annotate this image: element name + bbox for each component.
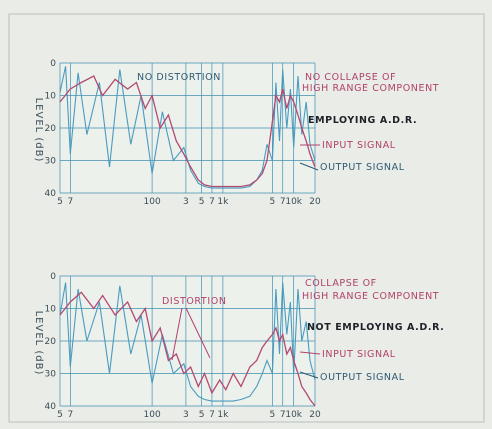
input-signal-line — [59, 75, 316, 188]
x-tick-label: 7 — [209, 197, 215, 207]
x-tick-label: 1k — [217, 410, 229, 420]
x-tick-label: 5 — [57, 410, 63, 420]
distortion-pointer — [171, 307, 183, 361]
x-tick-label: 5 — [57, 197, 63, 207]
x-tick-label: 100 — [144, 197, 161, 207]
y-tick-label: 10 — [45, 305, 57, 315]
x-tick-label: 5 — [199, 410, 205, 420]
y-axis-label: LEVEL (dB) — [33, 311, 44, 376]
y-tick-label: 40 — [45, 402, 57, 412]
collapse-annotation-line2: HIGH RANGE COMPONENT — [302, 83, 439, 94]
figure-frame — [8, 13, 485, 423]
x-tick-label: 7 — [280, 197, 286, 207]
distortion-annotation: NO DISTORTION — [137, 72, 221, 83]
y-tick-label: 30 — [45, 370, 57, 380]
collapse-annotation-line1: COLLAPSE OF — [305, 278, 377, 289]
y-tick-label: 30 — [45, 157, 57, 167]
distortion-pointer — [185, 307, 211, 359]
y-tick-label: 10 — [45, 92, 57, 102]
input-signal-series — [59, 291, 316, 407]
y-tick-label: 20 — [45, 124, 57, 134]
x-tick-label: 5 — [270, 197, 276, 207]
input-signal-series — [59, 75, 316, 188]
y-tick-labels: 0 10 20 30 40 — [45, 272, 57, 412]
y-tick-label: 40 — [45, 189, 57, 199]
output-signal-label: OUTPUT SIGNAL — [320, 372, 405, 383]
collapse-annotation-line1: NO COLLAPSE OF — [305, 72, 396, 83]
input-signal-label: INPUT SIGNAL — [322, 140, 396, 151]
output-signal-label: OUTPUT SIGNAL — [320, 162, 405, 173]
output-signal-series — [59, 282, 316, 402]
mode-annotation: EMPLOYING A.D.R. — [308, 115, 417, 126]
mode-annotation: NOT EMPLOYING A.D.R. — [307, 322, 444, 333]
x-tick-label: 1k — [217, 197, 229, 207]
y-tick-label: 20 — [45, 337, 57, 347]
x-tick-label: 7 — [67, 410, 73, 420]
x-tick-labels: 5 7 100 3 5 7 1k 5 7 10k 20 — [57, 410, 321, 420]
x-tick-label: 5 — [199, 197, 205, 207]
y-axis-label: LEVEL (dB) — [33, 98, 44, 163]
x-tick-label: 7 — [67, 197, 73, 207]
output-signal-pointer — [299, 371, 319, 379]
collapse-annotation-line2: HIGH RANGE COMPONENT — [302, 291, 439, 302]
output-signal-pointer — [299, 162, 319, 171]
x-tick-label: 10k — [285, 410, 302, 420]
x-tick-label: 20 — [309, 410, 321, 420]
output-signal-line — [59, 282, 316, 402]
input-signal-label: INPUT SIGNAL — [322, 349, 396, 360]
x-tick-label: 10k — [285, 197, 302, 207]
x-tick-label: 7 — [280, 410, 286, 420]
x-tick-label: 3 — [183, 197, 189, 207]
y-tick-labels: 0 10 20 30 40 — [45, 59, 57, 199]
x-tick-label: 20 — [309, 197, 321, 207]
input-signal-line — [59, 291, 316, 407]
y-tick-label: 0 — [50, 272, 56, 282]
x-tick-label: 100 — [144, 410, 161, 420]
x-tick-label: 7 — [209, 410, 215, 420]
y-tick-label: 0 — [50, 59, 56, 69]
distortion-annotation: DISTORTION — [162, 296, 227, 307]
input-signal-pointer — [299, 351, 321, 355]
x-tick-labels: 5 7 100 3 5 7 1k 5 7 10k 20 — [57, 197, 321, 207]
x-tick-label: 5 — [270, 410, 276, 420]
x-tick-label: 3 — [183, 410, 189, 420]
grid — [59, 275, 316, 407]
